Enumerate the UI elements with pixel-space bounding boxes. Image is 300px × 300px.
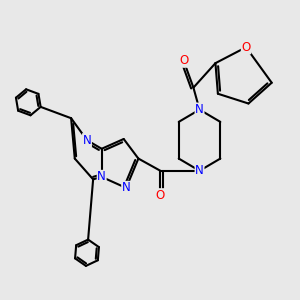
Text: N: N: [122, 182, 130, 194]
Text: O: O: [179, 54, 188, 67]
Text: N: N: [195, 103, 204, 116]
Text: N: N: [195, 164, 204, 177]
Text: N: N: [97, 170, 106, 183]
Text: N: N: [82, 134, 91, 147]
Text: O: O: [242, 41, 250, 54]
Text: O: O: [156, 189, 165, 202]
